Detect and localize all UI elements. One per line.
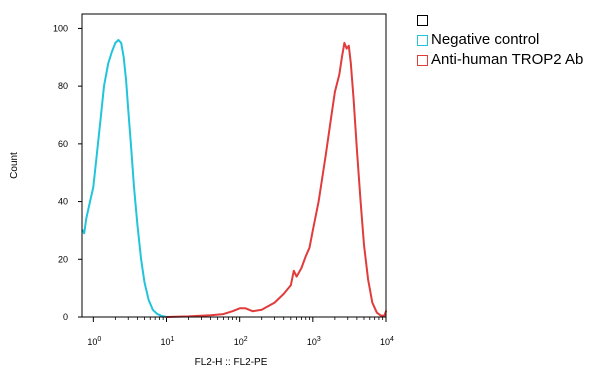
x-tick-label-10000: 104	[380, 336, 394, 347]
x-axis-title: FL2-H :: FL2-PE	[195, 357, 268, 368]
y-tick-label-60: 60	[58, 139, 68, 149]
series-layer	[81, 39, 387, 318]
x-tick-label-10: 101	[161, 336, 175, 347]
ticks-layer: 0 20 40 60 80 100 100 101 102 103 104	[53, 23, 394, 347]
y-tick-label-40: 40	[58, 197, 68, 207]
x-tick-label-1: 100	[87, 336, 101, 347]
legend-item-negative-control: Negative control	[417, 30, 583, 50]
series-line-1	[165, 41, 387, 318]
y-tick-label-0: 0	[63, 312, 68, 322]
plot-frame	[81, 13, 387, 318]
y-axis-title: Count	[9, 152, 20, 179]
legend-item-blank	[417, 10, 583, 30]
legend: Negative control Anti-human TROP2 Ab	[417, 10, 583, 70]
y-tick-label-80: 80	[58, 81, 68, 91]
y-tick-label-100: 100	[53, 23, 68, 33]
y-tick-label-20: 20	[58, 254, 68, 264]
legend-item-anti-trop2: Anti-human TROP2 Ab	[417, 50, 583, 70]
x-tick-label-100: 102	[234, 336, 248, 347]
legend-swatch-blank	[417, 14, 428, 26]
series-line-0	[81, 39, 168, 318]
legend-label-anti-trop2: Anti-human TROP2 Ab	[431, 51, 584, 68]
legend-swatch-negative-control	[417, 34, 428, 46]
x-tick-label-1000: 103	[307, 336, 321, 347]
legend-swatch-anti-trop2	[417, 54, 428, 66]
legend-label-negative-control: Negative control	[431, 31, 540, 48]
